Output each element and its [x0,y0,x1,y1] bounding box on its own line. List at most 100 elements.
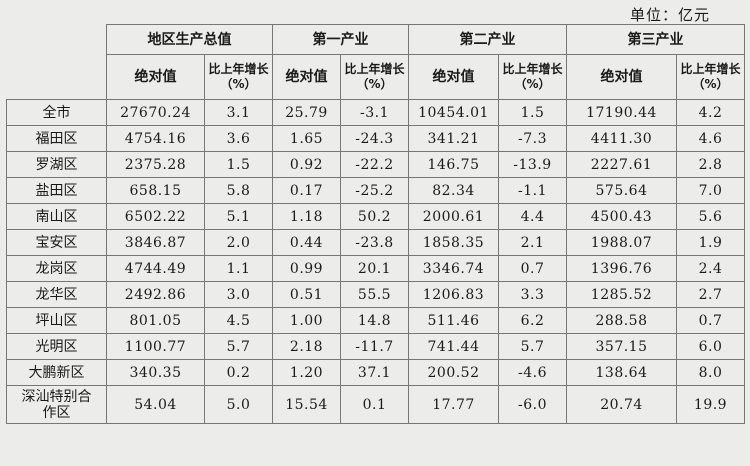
tertiary-value-cell: 1988.07 [566,229,677,256]
subheader-growth: 比上年增长（%） [676,54,745,100]
secondary-growth-cell: 5.7 [498,333,567,360]
gdp-value-cell: 658.15 [106,177,205,204]
primary-growth-cell: -25.2 [340,177,409,204]
table-row: 南山区 6502.22 5.1 1.18 50.2 2000.61 4.4 45… [6,203,745,230]
subheader-growth: 比上年增长（%） [340,54,409,100]
primary-growth-cell: 20.1 [340,255,409,282]
secondary-value-cell: 10454.01 [408,99,499,126]
primary-value-cell: 1.00 [272,307,341,334]
primary-value-cell: 15.54 [272,385,341,424]
header-tertiary: 第三产业 [566,24,745,55]
table-row: 深汕特别合作区 54.04 5.0 15.54 0.1 17.77 -6.0 2… [6,385,745,424]
table-row: 盐田区 658.15 5.8 0.17 -25.2 82.34 -1.1 575… [6,177,745,204]
gdp-value-cell: 3846.87 [106,229,205,256]
primary-growth-cell: 14.8 [340,307,409,334]
primary-growth-cell: -3.1 [340,99,409,126]
table-row: 坪山区 801.05 4.5 1.00 14.8 511.46 6.2 288.… [6,307,745,334]
table-body: 全市 27670.24 3.1 25.79 -3.1 10454.01 1.5 … [6,99,745,424]
tertiary-growth-cell: 2.7 [676,281,745,308]
gdp-table: 地区生产总值 第一产业 第二产业 第三产业 绝对值 比上年增长（%） 绝对值 比… [6,24,745,424]
tertiary-value-cell: 575.64 [566,177,677,204]
secondary-growth-cell: 6.2 [498,307,567,334]
primary-growth-cell: -11.7 [340,333,409,360]
secondary-value-cell: 82.34 [408,177,499,204]
tertiary-growth-cell: 4.6 [676,125,745,152]
secondary-growth-cell: -7.3 [498,125,567,152]
gdp-value-cell: 340.35 [106,359,205,386]
region-cell: 福田区 [6,125,107,152]
secondary-value-cell: 2000.61 [408,203,499,230]
subheader-absolute: 绝对值 [272,54,341,100]
tertiary-value-cell: 2227.61 [566,151,677,178]
tertiary-value-cell: 4500.43 [566,203,677,230]
secondary-growth-cell: 3.3 [498,281,567,308]
primary-value-cell: 0.17 [272,177,341,204]
tertiary-value-cell: 288.58 [566,307,677,334]
primary-value-cell: 1.18 [272,203,341,230]
gdp-value-cell: 2492.86 [106,281,205,308]
primary-growth-cell: 55.5 [340,281,409,308]
primary-value-cell: 1.65 [272,125,341,152]
secondary-value-cell: 1858.35 [408,229,499,256]
secondary-value-cell: 200.52 [408,359,499,386]
gdp-value-cell: 4744.49 [106,255,205,282]
primary-growth-cell: -23.8 [340,229,409,256]
primary-value-cell: 0.99 [272,255,341,282]
secondary-growth-cell: -4.6 [498,359,567,386]
primary-growth-cell: 37.1 [340,359,409,386]
secondary-growth-cell: 2.1 [498,229,567,256]
tertiary-value-cell: 1396.76 [566,255,677,282]
tertiary-value-cell: 20.74 [566,385,677,424]
tertiary-growth-cell: 4.2 [676,99,745,126]
tertiary-growth-cell: 5.6 [676,203,745,230]
primary-value-cell: 0.44 [272,229,341,256]
subheader-absolute: 绝对值 [566,54,677,100]
secondary-growth-cell: 1.5 [498,99,567,126]
primary-value-cell: 1.20 [272,359,341,386]
subheader-growth: 比上年增长（%） [498,54,567,100]
tertiary-value-cell: 4411.30 [566,125,677,152]
primary-growth-cell: 0.1 [340,385,409,424]
secondary-growth-cell: 4.4 [498,203,567,230]
gdp-value-cell: 6502.22 [106,203,205,230]
gdp-value-cell: 4754.16 [106,125,205,152]
region-cell: 大鹏新区 [6,359,107,386]
primary-value-cell: 2.18 [272,333,341,360]
gdp-growth-cell: 0.2 [204,359,273,386]
region-cell: 龙华区 [6,281,107,308]
table-row: 宝安区 3846.87 2.0 0.44 -23.8 1858.35 2.1 1… [6,229,745,256]
tertiary-growth-cell: 0.7 [676,307,745,334]
corner-cell [6,24,107,100]
table-row: 光明区 1100.77 5.7 2.18 -11.7 741.44 5.7 35… [6,333,745,360]
gdp-value-cell: 801.05 [106,307,205,334]
region-cell: 南山区 [6,203,107,230]
gdp-growth-cell: 4.5 [204,307,273,334]
tertiary-value-cell: 357.15 [566,333,677,360]
secondary-value-cell: 741.44 [408,333,499,360]
tertiary-growth-cell: 19.9 [676,385,745,424]
table-row: 福田区 4754.16 3.6 1.65 -24.3 341.21 -7.3 4… [6,125,745,152]
primary-value-cell: 0.51 [272,281,341,308]
table-row: 罗湖区 2375.28 1.5 0.92 -22.2 146.75 -13.9 … [6,151,745,178]
secondary-growth-cell: -1.1 [498,177,567,204]
tertiary-value-cell: 1285.52 [566,281,677,308]
gdp-growth-cell: 3.1 [204,99,273,126]
gdp-growth-cell: 2.0 [204,229,273,256]
primary-growth-cell: -22.2 [340,151,409,178]
region-cell: 深汕特别合作区 [6,385,107,424]
gdp-growth-cell: 5.0 [204,385,273,424]
tertiary-growth-cell: 7.0 [676,177,745,204]
secondary-value-cell: 146.75 [408,151,499,178]
subheader-growth: 比上年增长（%） [204,54,273,100]
header-secondary: 第二产业 [408,24,567,55]
gdp-value-cell: 27670.24 [106,99,205,126]
subheader-absolute: 绝对值 [106,54,205,100]
tertiary-growth-cell: 1.9 [676,229,745,256]
header-primary: 第一产业 [272,24,409,55]
gdp-value-cell: 2375.28 [106,151,205,178]
region-cell: 坪山区 [6,307,107,334]
region-cell: 盐田区 [6,177,107,204]
region-cell: 全市 [6,99,107,126]
table-row: 全市 27670.24 3.1 25.79 -3.1 10454.01 1.5 … [6,99,745,126]
region-cell: 龙岗区 [6,255,107,282]
